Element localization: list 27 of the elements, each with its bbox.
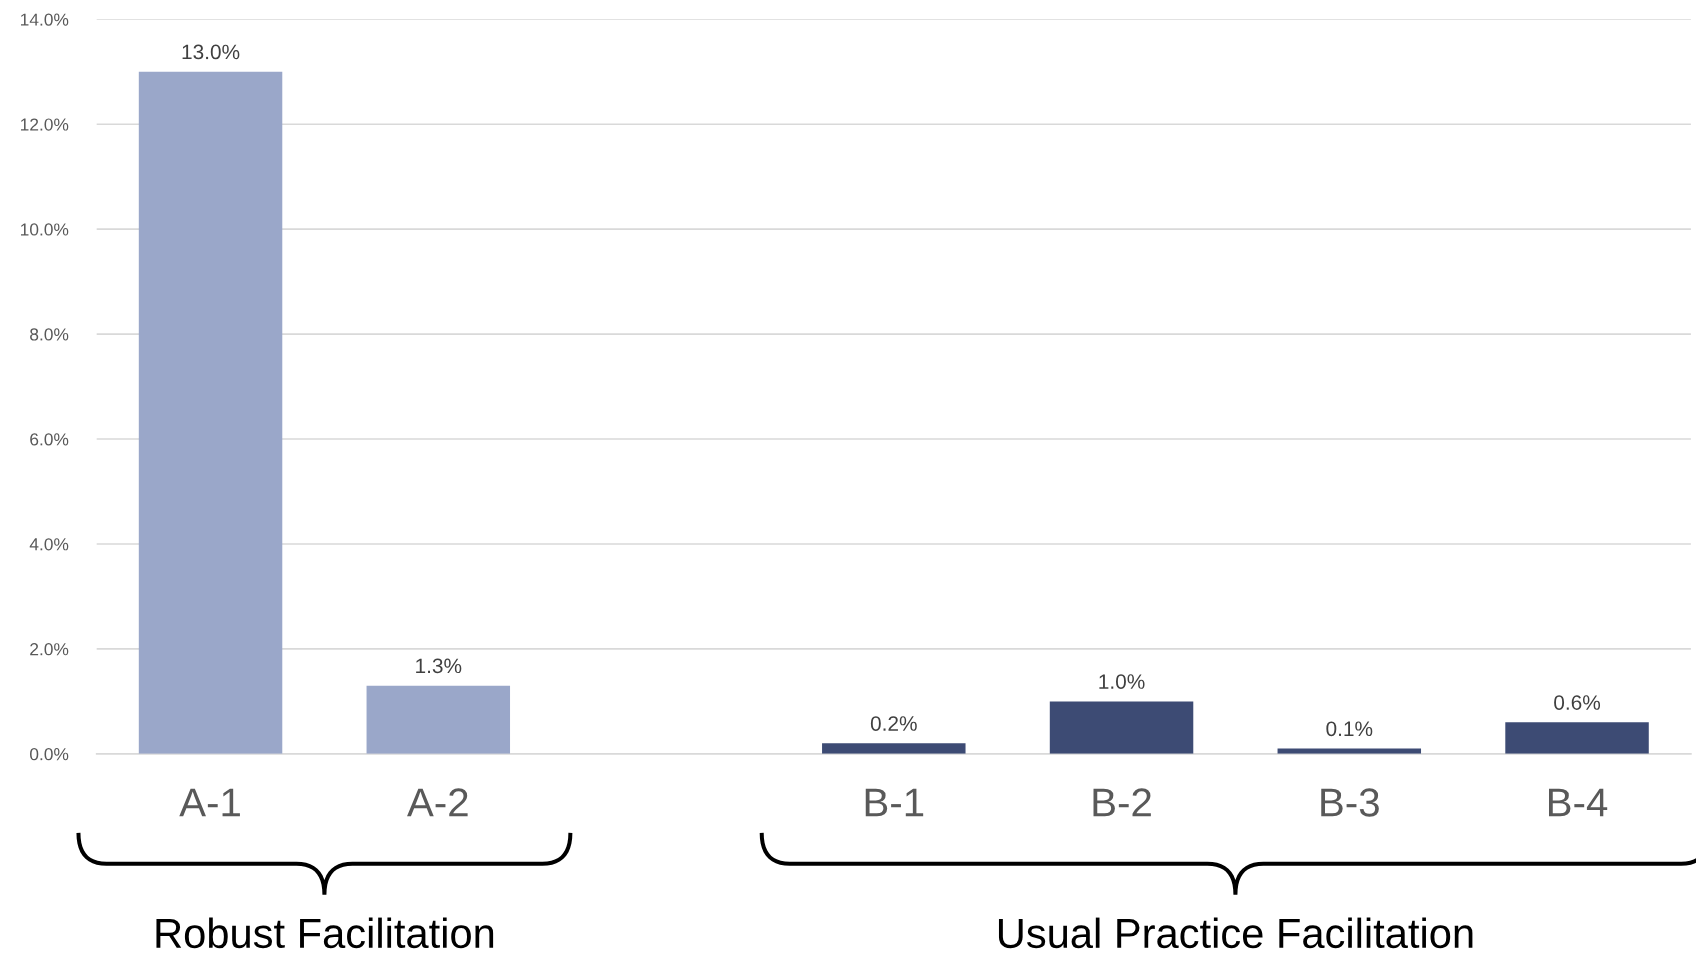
y-tick-label: 8.0% bbox=[30, 328, 69, 341]
y-tick-label: 4.0% bbox=[29, 538, 69, 551]
x-tick-label: B-2 bbox=[1093, 788, 1151, 817]
data-label: 13.0% bbox=[182, 44, 240, 60]
bar bbox=[822, 743, 966, 754]
x-tick-label: A-1 bbox=[179, 788, 240, 817]
x-tick-label: B-4 bbox=[1549, 788, 1608, 817]
text: Robust Facilitation bbox=[156, 917, 494, 949]
text: Usual Practice Facilitation bbox=[998, 917, 1473, 949]
data-label: 0.1% bbox=[1326, 721, 1373, 737]
data-label: 0.6% bbox=[1554, 695, 1601, 710]
x-tick-label: B-1 bbox=[865, 788, 924, 817]
y-tick-label: 12.0% bbox=[20, 118, 69, 131]
data-label: 0.2% bbox=[870, 716, 917, 731]
y-tick-label: 14.0% bbox=[20, 13, 69, 26]
y-tick-label: 6.0% bbox=[30, 433, 69, 446]
bar bbox=[1505, 722, 1649, 754]
data-label: 1.0% bbox=[1099, 674, 1145, 689]
data-label: 1.3% bbox=[416, 658, 462, 674]
y-tick-label: 10.0% bbox=[20, 223, 69, 236]
y-tick-label: 0.0% bbox=[30, 748, 69, 761]
x-tick-label: A-2 bbox=[407, 788, 468, 817]
y-tick-label: 2.0% bbox=[30, 643, 69, 656]
x-tick-label: B-3 bbox=[1321, 788, 1379, 817]
bar bbox=[366, 685, 511, 754]
bar bbox=[138, 71, 283, 754]
bar bbox=[1049, 701, 1194, 754]
